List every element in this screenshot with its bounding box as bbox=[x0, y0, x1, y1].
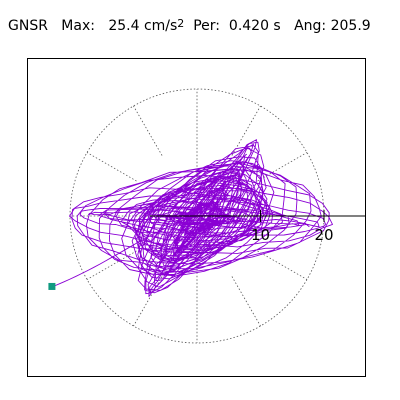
grid-spoke-120 bbox=[133, 105, 163, 156]
grid-spoke-60 bbox=[231, 105, 261, 156]
grid-spoke-300 bbox=[231, 276, 261, 327]
grid-spoke-240 bbox=[133, 276, 163, 327]
chart-header: GNSR Max: 25.4 cm/s2 Per: 0.420 s Ang: 2… bbox=[8, 17, 371, 34]
radial-tick-label-10: 10 bbox=[251, 226, 270, 244]
grid-spoke-30 bbox=[257, 152, 308, 182]
period-value: 0.420 s bbox=[228, 18, 281, 34]
max-exponent: 2 bbox=[177, 17, 185, 30]
max-label: Max: bbox=[61, 18, 95, 34]
grid-spoke-150 bbox=[86, 152, 137, 182]
grid-spoke-330 bbox=[257, 250, 308, 280]
angle-label: Ang: bbox=[294, 18, 327, 34]
grid-spoke-210 bbox=[86, 250, 137, 280]
plot-frame bbox=[27, 58, 366, 377]
radial-tick-label-20: 20 bbox=[314, 226, 333, 244]
period-label: Per: bbox=[193, 18, 220, 34]
angle-value: 205.9 bbox=[330, 18, 371, 34]
end-marker bbox=[48, 282, 56, 290]
end-marker-layer bbox=[48, 282, 56, 290]
max-value: 25.4 cm/s bbox=[108, 18, 178, 34]
station-code: GNSR bbox=[8, 18, 48, 34]
trace-path bbox=[51, 139, 333, 297]
radial-axis: 10 20 bbox=[150, 210, 366, 244]
particle-motion-trace bbox=[51, 139, 333, 297]
